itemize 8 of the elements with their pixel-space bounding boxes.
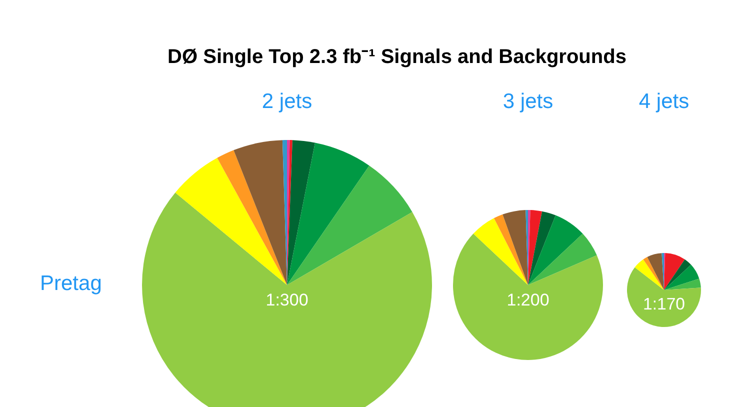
chart-title: 4 jets <box>638 90 690 114</box>
text: 1:170 <box>642 294 686 314</box>
chart-title: 2 jets <box>260 90 314 114</box>
text: DØ Single Top 2.3 fb⁻¹ Signals and Backgrounds <box>166 45 628 69</box>
text: 1:300 <box>266 290 308 310</box>
chart-title: 3 jets <box>502 90 554 113</box>
text: Pretag <box>40 272 102 296</box>
text: 1:200 <box>506 290 550 310</box>
